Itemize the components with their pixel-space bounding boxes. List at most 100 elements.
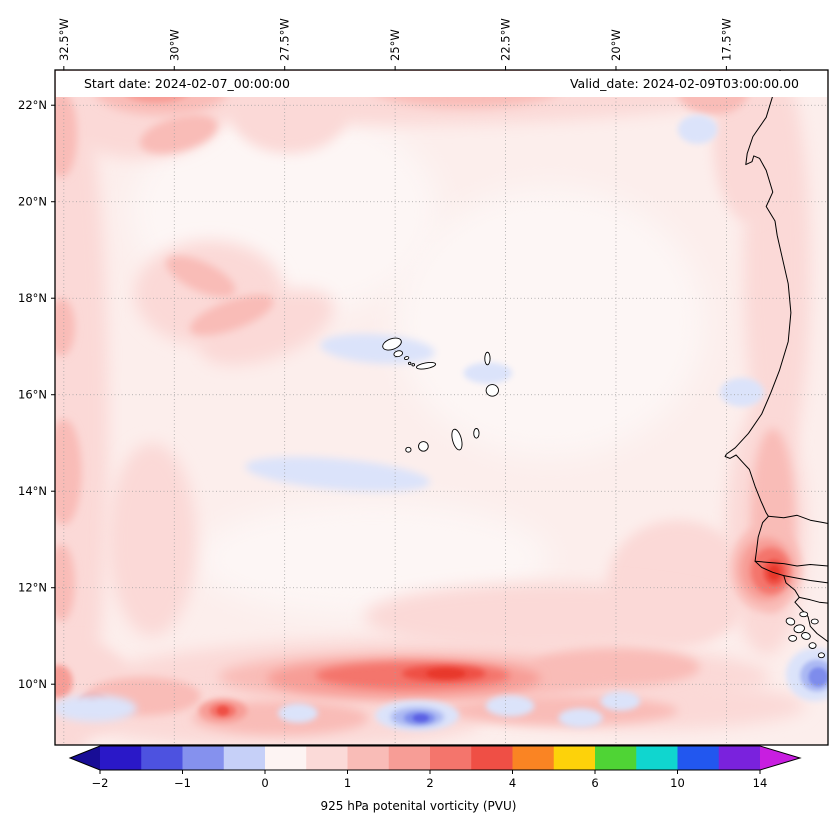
colorbar-tick-label: 10: [670, 776, 685, 790]
coastline-path: [798, 596, 828, 604]
lat-tick-label: 10°N: [18, 677, 47, 691]
pv-contour-blob: [719, 377, 764, 407]
lat-tick-label: 22°N: [18, 98, 47, 112]
pv-contour-blob: [245, 456, 431, 492]
pv-contour-blob: [364, 582, 736, 651]
colorbar-segment: [471, 746, 513, 770]
colorbar-segment: [718, 746, 761, 770]
island-sao-vicente: [393, 350, 403, 358]
colorbar-segment: [182, 746, 225, 770]
pv-contour-blob: [140, 114, 218, 154]
colorbar-tick-label: −1: [174, 776, 191, 790]
colorbar-segment: [388, 746, 431, 770]
pv-contour-blob: [485, 695, 535, 717]
pv-contour-blob: [55, 90, 78, 178]
colorbar-segment: [265, 746, 307, 770]
island-bijagos-8: [817, 652, 825, 659]
colorbar-tick-label: 4: [509, 776, 516, 790]
island-boa-vista: [485, 384, 499, 397]
colorbar: −2 −1 0 1 2 4 6 10 14: [68, 745, 802, 790]
colorbar-segment: [347, 746, 390, 770]
island-bijagos-2: [793, 624, 806, 634]
lon-tick-label: 30°W: [167, 29, 181, 61]
colorbar-segment: [677, 746, 720, 770]
island-sal: [484, 351, 491, 366]
coastline-path: [754, 560, 828, 567]
island-bijagos-7: [810, 618, 819, 625]
gridlines: [55, 70, 828, 745]
colorbar-segment: [553, 746, 596, 770]
axis-labels: 32.5°W 30°W 27.5°W 25°W 22.5°W 20°W 17.5°W 22°N…: [18, 18, 733, 691]
start-date-label: Start date: 2024-02-07_00:00:00: [84, 76, 290, 91]
pv-contour-blob: [463, 362, 513, 384]
colorbar-segment: [636, 746, 678, 770]
island-santo-antao: [382, 337, 402, 351]
colorbar-tick-label: −2: [92, 776, 109, 790]
colorbar-tick-label: 1: [344, 776, 351, 790]
colorbar-segment: [100, 746, 142, 770]
lon-tick-label: 22.5°W: [499, 18, 513, 61]
pv-contour-blob: [55, 418, 82, 525]
colorbar-segment: [141, 746, 183, 770]
coastline-path: [724, 70, 828, 643]
lon-tick-label: 27.5°W: [278, 18, 292, 61]
lat-tick-label: 14°N: [18, 484, 47, 498]
lat-tick-label: 16°N: [18, 388, 47, 402]
colorbar-tick-label: 0: [261, 776, 268, 790]
pv-contour-blob: [395, 187, 705, 458]
island-fogo: [418, 441, 429, 452]
pv-contour-blob: [677, 114, 718, 144]
lat-tick-label: 12°N: [18, 581, 47, 595]
pv-contour-blob: [55, 544, 75, 622]
island-brava: [405, 446, 412, 453]
island-raso: [411, 363, 416, 367]
pv-contour-blob: [199, 289, 335, 366]
island-maio: [473, 428, 480, 439]
colorbar-segment: [512, 746, 555, 770]
pv-contour-blob: [426, 668, 466, 679]
pv-contour-blob: [216, 705, 230, 716]
island-branco: [408, 361, 412, 366]
pv-contour-blob: [55, 694, 137, 722]
island-santa-luzia: [403, 356, 410, 361]
island-bijagos-5: [808, 642, 817, 649]
lon-tick-label: 17.5°W: [719, 18, 733, 61]
island-bijagos-6: [799, 611, 809, 618]
coastline-path: [767, 514, 828, 524]
lon-tick-label: 25°W: [388, 29, 402, 61]
pv-contour-blob: [558, 708, 603, 728]
plot-border: [54, 69, 829, 746]
lat-tick-label: 20°N: [18, 195, 47, 209]
colorbar-segment: [306, 746, 348, 770]
coastlines: [382, 70, 828, 659]
lon-tick-label: 20°W: [609, 29, 623, 61]
pv-contour-blob: [189, 294, 274, 336]
valid-date-label: Valid_date: 2024-02-09T03:00:00.00: [569, 76, 799, 91]
pv-contour-blob: [108, 442, 197, 636]
island-santiago: [451, 428, 463, 451]
island-bijagos-4: [801, 632, 811, 640]
lon-tick-label: 32.5°W: [57, 18, 71, 61]
colorbar-over-arrow: [760, 746, 800, 770]
pv-contour-blob: [55, 298, 75, 357]
pv-contour-blob: [532, 648, 700, 687]
colorbar-segment: [430, 746, 472, 770]
pv-contour-blob: [412, 714, 429, 722]
colorbar-tick-label: 2: [426, 776, 433, 790]
axis-ticks: [51, 66, 727, 685]
coastline-path: [783, 575, 828, 584]
pv-contour-blob: [166, 255, 236, 298]
lat-tick-label: 18°N: [18, 291, 47, 305]
colorbar-segment: [223, 746, 266, 770]
pv-contour-blob: [278, 703, 318, 723]
colorbar-segment: [595, 746, 637, 770]
pv-contour-blob: [600, 691, 641, 711]
colorbar-under-arrow: [70, 746, 100, 770]
island-sao-nicolau: [416, 362, 437, 370]
island-bijagos-1: [785, 617, 796, 626]
pv-field: [55, 70, 828, 745]
pv-contour-blob: [55, 664, 73, 699]
colorbar-tick-label: 6: [591, 776, 598, 790]
pv-contour-blob: [808, 667, 828, 687]
